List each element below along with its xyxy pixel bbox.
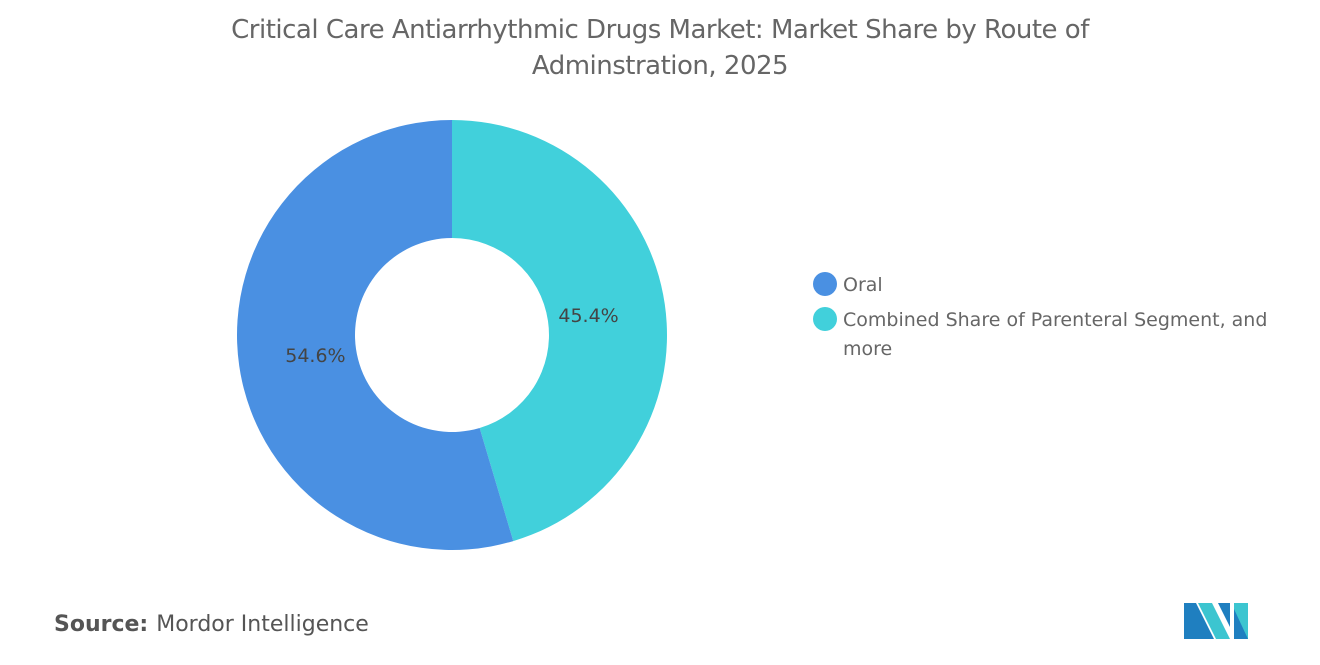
legend-label: Combined Share of Parenteral Segment, an… bbox=[843, 309, 1268, 360]
donut-slice[interactable] bbox=[237, 120, 514, 550]
source-note: Source: Mordor Intelligence bbox=[54, 612, 369, 637]
source-label: Source: bbox=[54, 612, 149, 637]
chart-title: Critical Care Antiarrhythmic Drugs Marke… bbox=[231, 15, 1089, 81]
legend-marker-oral bbox=[813, 272, 837, 296]
legend-label: Oral bbox=[843, 274, 883, 296]
legend-marker-parenteral bbox=[813, 307, 837, 331]
legend-item-parenteral[interactable]: Combined Share of Parenteral Segment, an… bbox=[813, 306, 1303, 364]
donut-slice[interactable] bbox=[452, 120, 667, 542]
legend: Oral Combined Share of Parenteral Segmen… bbox=[813, 271, 1303, 370]
data-label: 45.4% bbox=[558, 305, 618, 327]
source-value: Mordor Intelligence bbox=[156, 612, 369, 637]
data-label: 54.6% bbox=[285, 345, 345, 367]
mordor-intelligence-logo bbox=[1184, 603, 1248, 639]
legend-item-oral[interactable]: Oral bbox=[813, 271, 1303, 300]
